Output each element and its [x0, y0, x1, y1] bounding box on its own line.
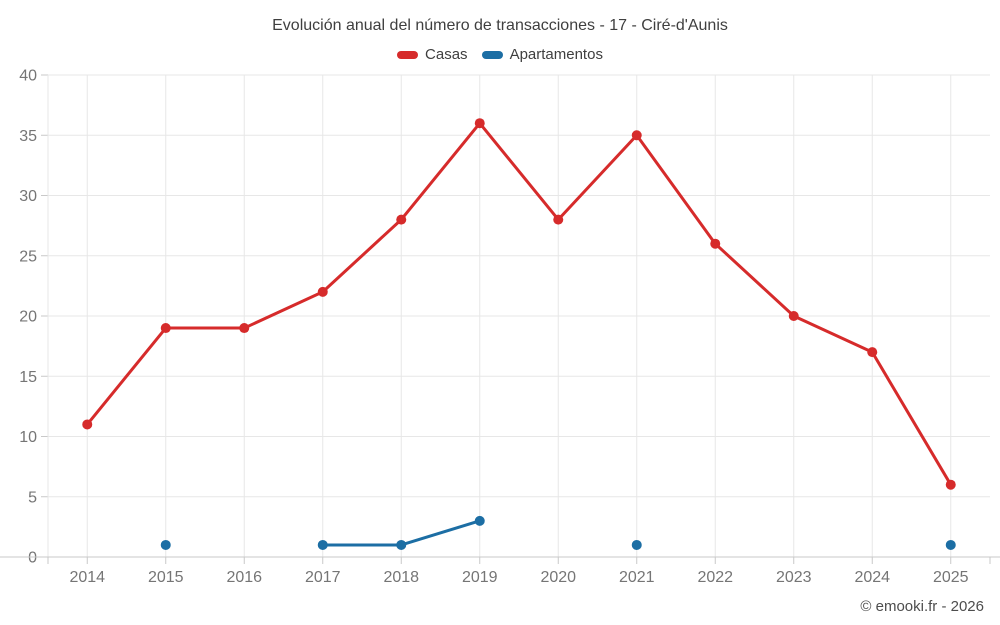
x-axis-tick-label: 2020	[540, 569, 576, 586]
legend-item-apartamentos[interactable]: Apartamentos	[481, 46, 603, 63]
x-axis-tick-label: 2016	[226, 569, 262, 586]
x-axis-tick-label: 2025	[933, 569, 969, 586]
casas-line	[85, 121, 953, 487]
y-axis-tick-label: 35	[19, 128, 37, 145]
x-axis-tick-label: 2023	[776, 569, 812, 586]
casas-data-point[interactable]	[474, 118, 485, 129]
casas-data-point[interactable]	[317, 286, 328, 297]
copyright-credit: © emooki.fr - 2026	[860, 598, 984, 615]
y-axis-tick-label: 5	[28, 489, 37, 506]
casas-data-point[interactable]	[396, 214, 407, 225]
x-axis-tick-label: 2019	[462, 569, 498, 586]
y-axis-tick-label: 40	[19, 68, 37, 85]
apartamentos-data-point[interactable]	[396, 539, 407, 550]
y-axis-tick-label: 25	[19, 248, 37, 265]
apartamentos-color-swatch	[481, 50, 503, 59]
chart-title: Evolución anual del número de transaccio…	[272, 17, 728, 34]
casas-data-point[interactable]	[553, 214, 564, 225]
apartamentos-data-point[interactable]	[160, 539, 171, 550]
y-axis-tick-label: 20	[19, 309, 37, 326]
casas-data-point[interactable]	[945, 479, 956, 490]
y-axis-tick-label: 15	[19, 369, 37, 386]
casas-data-point[interactable]	[82, 419, 93, 430]
apartamentos-data-point[interactable]	[474, 515, 485, 526]
casas-data-point[interactable]	[160, 323, 171, 334]
x-axis-tick-label: 2017	[305, 569, 341, 586]
apartamentos-data-point[interactable]	[631, 539, 642, 550]
casas-data-point[interactable]	[867, 347, 878, 358]
y-axis-tick-label: 0	[28, 550, 37, 567]
chart-legend: Casas Apartamentos	[0, 46, 1000, 63]
legend-item-casas[interactable]: Casas	[397, 46, 468, 63]
casas-data-point[interactable]	[631, 130, 642, 141]
legend-label-casas: Casas	[425, 46, 468, 63]
x-axis-tick-label: 2021	[619, 569, 655, 586]
y-axis-tick-label: 10	[19, 429, 37, 446]
apartamentos-data-point[interactable]	[317, 539, 328, 550]
legend-label-apartamentos: Apartamentos	[509, 46, 603, 63]
casas-data-point[interactable]	[788, 311, 799, 321]
apartamentos-data-point[interactable]	[945, 539, 956, 550]
x-axis-tick-label: 2014	[69, 569, 105, 586]
x-axis-tick-label: 2015	[148, 569, 184, 586]
casas-color-swatch	[397, 50, 419, 59]
casas-data-point[interactable]	[239, 323, 250, 334]
y-axis-tick-label: 30	[19, 188, 37, 205]
x-axis-tick-label: 2018	[383, 569, 419, 586]
x-axis-tick-label: 2024	[854, 569, 890, 586]
casas-data-point[interactable]	[710, 238, 721, 249]
x-axis-tick-label: 2022	[697, 569, 733, 586]
